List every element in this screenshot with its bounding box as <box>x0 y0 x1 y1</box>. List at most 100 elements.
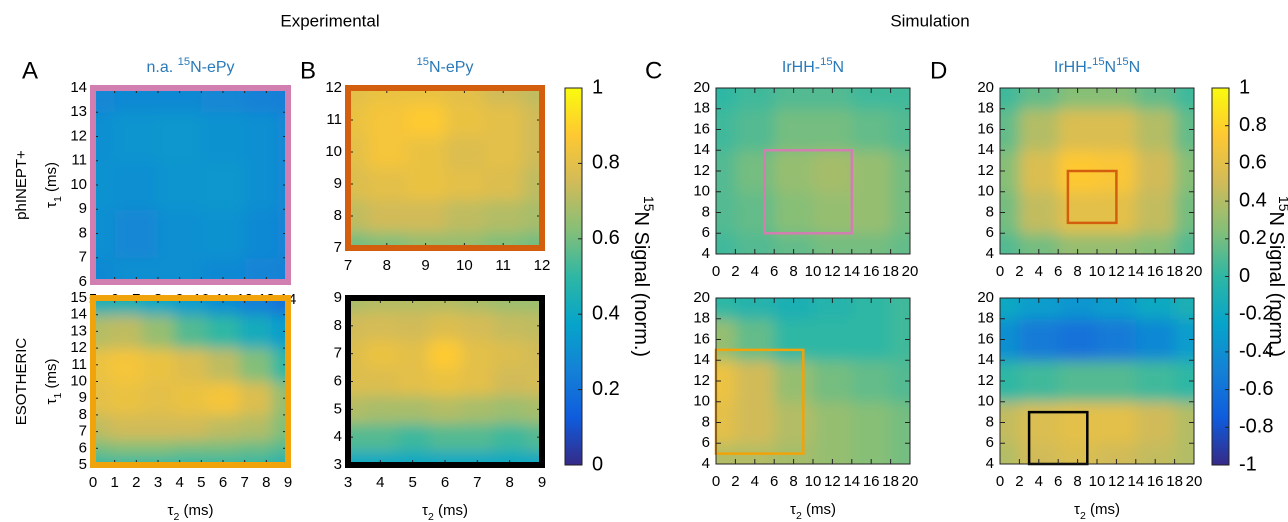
heat-cell <box>1135 233 1176 254</box>
heat-cell <box>109 314 143 349</box>
heat-cell <box>348 298 365 313</box>
y-tick-label: 7 <box>334 345 342 362</box>
x-tick-label: 8 <box>789 263 797 280</box>
x-tick-label: 9 <box>284 474 292 491</box>
x-tick-label: 12 <box>534 257 551 274</box>
x-tick-label: 10 <box>456 257 473 274</box>
heat-cell <box>493 367 527 396</box>
heatmap <box>716 298 910 464</box>
colorbar <box>564 87 583 466</box>
y-tick-label: 4 <box>702 455 710 472</box>
x-tick-label: 12 <box>1108 473 1125 490</box>
heat-cell <box>93 381 110 416</box>
heat-cell <box>735 298 775 320</box>
heat-cell <box>851 88 892 110</box>
heatmap-cells <box>716 88 910 254</box>
heat-cell <box>406 168 446 201</box>
heat-cell <box>525 339 542 369</box>
x-tick-label: 8 <box>505 474 513 491</box>
heading: Experimental <box>280 11 379 30</box>
x-tick-label: 20 <box>902 263 919 280</box>
heat-cell <box>1135 318 1176 361</box>
y-tick-label: 5 <box>334 400 342 417</box>
heat-cell <box>1058 233 1098 254</box>
x-tick-label: 12 <box>824 263 841 280</box>
heat-cell <box>1019 233 1059 254</box>
heat-cell <box>1097 298 1137 320</box>
heat-cell <box>1058 88 1098 110</box>
heat-cell <box>1000 233 1020 254</box>
text-part: (ms) <box>179 502 213 519</box>
heat-cell <box>239 314 273 349</box>
y-tick-label: 8 <box>986 413 994 430</box>
x-tick-label: 8 <box>1073 473 1081 490</box>
heat-cell <box>493 395 527 424</box>
y-tick-label: 20 <box>693 79 710 96</box>
y-tick-label: 18 <box>977 100 994 117</box>
heatmap-cells <box>348 88 542 248</box>
text-part: τ <box>43 398 60 404</box>
heat-cell <box>1019 401 1059 444</box>
heat-cell <box>93 456 110 465</box>
y-tick-label: 10 <box>70 176 87 193</box>
heat-cell <box>461 339 494 369</box>
y-tick-label: 8 <box>79 406 87 423</box>
y-tick-label: 10 <box>693 393 710 410</box>
heat-cell <box>445 88 485 105</box>
heat-cell <box>158 209 202 259</box>
heat-cell <box>141 439 175 458</box>
heatmap-cells <box>348 298 542 465</box>
heat-cell <box>1058 108 1098 151</box>
heatmap-cells <box>93 88 288 282</box>
heat-cell <box>1058 191 1098 234</box>
frame <box>345 295 545 468</box>
y-tick-label: 14 <box>693 351 710 368</box>
heat-cell <box>271 298 288 316</box>
heat-cell <box>158 160 202 210</box>
heat-cell <box>1174 108 1194 151</box>
text-part: N Signal (norm.) <box>630 211 652 357</box>
x-tick-label: 16 <box>863 473 880 490</box>
heatmap <box>348 88 542 248</box>
x-tick-label: 4 <box>1035 263 1043 280</box>
y-tick-label: 16 <box>977 330 994 347</box>
frame <box>715 297 911 465</box>
heat-cell <box>141 381 175 416</box>
heat-cell <box>141 314 175 349</box>
y-tick-label: 14 <box>977 141 994 158</box>
text-part: 15 <box>1116 56 1128 68</box>
heat-cell <box>396 451 430 465</box>
heat-cell <box>851 191 892 234</box>
x-tick-label: 0 <box>996 473 1004 490</box>
heat-cell <box>364 423 397 452</box>
heat-cell <box>813 88 853 110</box>
heat-cell <box>716 360 736 403</box>
heat-cell <box>271 314 288 349</box>
heat-cell <box>890 88 910 110</box>
y-tick-label: 6 <box>702 224 710 241</box>
heat-cell <box>851 360 892 403</box>
heatmap <box>716 88 910 254</box>
heat-cell <box>174 439 208 458</box>
text-part: 2 <box>1080 510 1086 522</box>
row-label: phINEPT+ <box>13 150 30 220</box>
x-tick-label: 0 <box>712 473 720 490</box>
heat-cell <box>1135 298 1176 320</box>
y-tick-label: 5 <box>79 456 87 473</box>
heat-cell <box>1019 191 1059 234</box>
heat-cell <box>174 298 208 316</box>
heat-cell <box>141 348 175 382</box>
x-tick-label: 20 <box>1186 263 1203 280</box>
heat-cell <box>1135 88 1176 110</box>
x-tick-label: 6 <box>219 474 227 491</box>
heat-cell <box>1000 88 1020 110</box>
y-tick-label: 20 <box>977 289 994 306</box>
panel-letter: C <box>645 57 662 84</box>
colorbar-tick-label: -0.4 <box>1239 340 1273 362</box>
heat-cell <box>406 104 446 137</box>
heat-cell <box>813 360 853 403</box>
heat-cell <box>813 150 853 193</box>
colorbar-tick-label: 1 <box>1239 76 1250 98</box>
heat-cell <box>1097 108 1137 151</box>
text-part: τ <box>1074 501 1080 518</box>
